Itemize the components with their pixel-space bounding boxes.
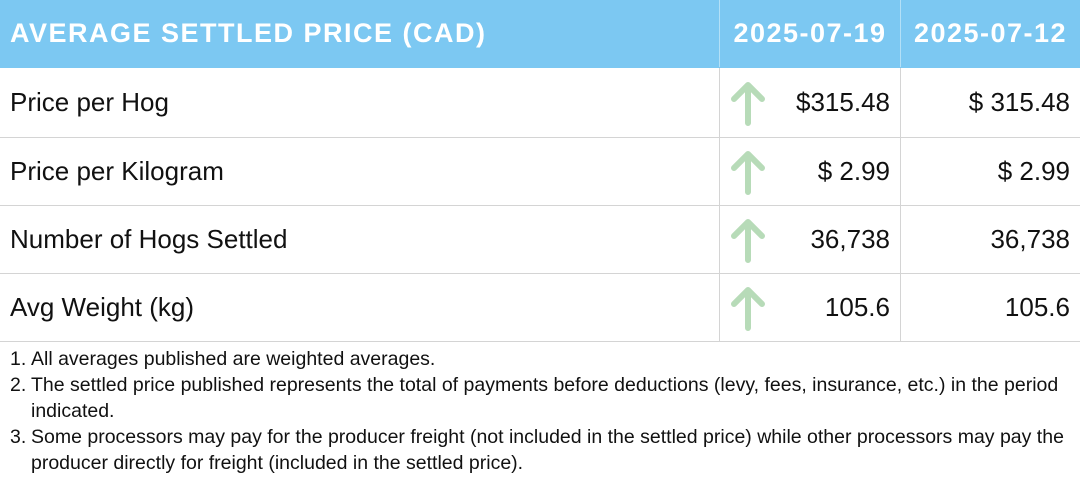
footnotes: 1. All averages published are weighted a… [10, 346, 1070, 476]
current-value: $315.48 [796, 87, 890, 117]
current-value-cell: $ 2.99 [720, 138, 901, 205]
header-previous-date: 2025-07-12 [913, 18, 1068, 48]
current-value: 36,738 [810, 224, 890, 254]
table-row: Avg Weight (kg) 105.6 105.6 [0, 274, 1080, 342]
table-row: Number of Hogs Settled 36,738 36,738 [0, 206, 1080, 274]
footnote-text: All averages published are weighted aver… [31, 348, 436, 370]
current-value-cell: 36,738 [720, 206, 901, 273]
arrow-up-icon [731, 81, 765, 126]
footnote-text: The settled price published represents t… [31, 374, 1059, 422]
table-row: Price per Kilogram $ 2.99 $ 2.99 [0, 138, 1080, 206]
header-current-date: 2025-07-19 [720, 0, 901, 67]
footnote-number: 1. [10, 348, 27, 370]
row-label: Price per Hog [0, 68, 720, 137]
current-value: $ 2.99 [817, 156, 890, 186]
footnote-item: 2. The settled price published represent… [10, 372, 1070, 424]
footnote-item: 1. All averages published are weighted a… [10, 346, 1070, 372]
arrow-up-icon [731, 218, 765, 263]
table-row: Price per Hog $315.48 $ 315.48 [0, 68, 1080, 138]
footnote-item: 3. Some processors may pay for the produ… [10, 424, 1070, 476]
footnote-number: 2. [10, 374, 27, 396]
previous-value: 105.6 [1004, 292, 1070, 322]
header-title: AVERAGE SETTLED PRICE (CAD) [0, 0, 720, 67]
arrow-up-icon [731, 286, 765, 331]
row-label: Price per Kilogram [0, 138, 720, 205]
current-value-cell: $315.48 [720, 68, 901, 137]
current-value-cell: 105.6 [720, 274, 901, 341]
previous-value: 36,738 [990, 224, 1070, 254]
previous-value: $ 315.48 [968, 87, 1070, 117]
price-table: AVERAGE SETTLED PRICE (CAD) 2025-07-19 2… [0, 0, 1080, 342]
previous-value: $ 2.99 [997, 156, 1070, 186]
row-label: Avg Weight (kg) [0, 274, 720, 341]
table-header: AVERAGE SETTLED PRICE (CAD) 2025-07-19 2… [0, 0, 1080, 68]
footnote-text: Some processors may pay for the producer… [31, 426, 1064, 474]
footnote-number: 3. [10, 426, 27, 448]
row-label: Number of Hogs Settled [0, 206, 720, 273]
arrow-up-icon [731, 150, 765, 195]
current-value: 105.6 [824, 292, 890, 322]
